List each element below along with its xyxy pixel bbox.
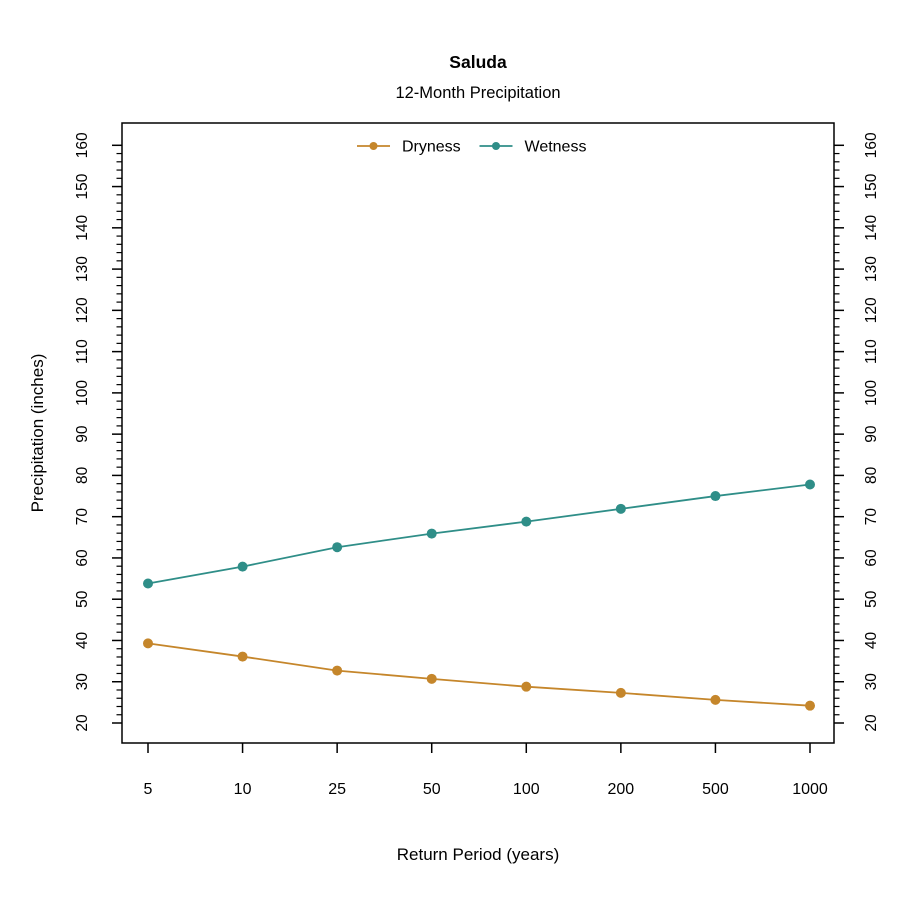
data-point-wetness [710, 491, 721, 502]
chart-subtitle: 12-Month Precipitation [395, 84, 561, 102]
data-point-wetness [615, 503, 626, 514]
data-point-dryness [710, 694, 721, 705]
y-tick-label-right: 70 [863, 508, 880, 526]
legend-marker-dryness [369, 142, 378, 150]
data-point-dryness [332, 665, 343, 676]
data-point-wetness [805, 479, 815, 490]
y-tick-label-left: 40 [74, 631, 91, 649]
x-tick-label: 5 [144, 781, 153, 798]
data-point-dryness [237, 651, 248, 662]
y-tick-label-right: 50 [863, 590, 880, 608]
y-tick-label-left: 110 [74, 339, 91, 364]
y-tick-label-left: 140 [74, 215, 91, 241]
y-tick-label-left: 120 [74, 297, 91, 323]
x-tick-label: 25 [328, 781, 346, 798]
x-tick-label: 500 [702, 781, 729, 798]
legend-label-dryness: Dryness [402, 139, 461, 156]
x-tick-label: 50 [423, 781, 441, 798]
y-tick-label-left: 130 [74, 256, 91, 282]
data-point-dryness [805, 700, 815, 711]
data-point-wetness [237, 561, 248, 572]
y-tick-label-right: 120 [863, 297, 880, 323]
y-tick-label-right: 90 [863, 425, 880, 443]
series-line-dryness [147, 642, 811, 707]
y-tick-label-right: 100 [863, 380, 880, 406]
y-tick-label-left: 100 [74, 380, 91, 406]
y-tick-label-right: 40 [863, 631, 880, 649]
legend-marker-wetness [492, 142, 500, 150]
data-point-dryness [426, 673, 437, 684]
plot-box [121, 122, 835, 744]
data-point-wetness [426, 528, 437, 539]
data-point-wetness [143, 578, 153, 589]
x-tick-label: 200 [608, 781, 635, 798]
legend-label-wetness: Wetness [525, 139, 587, 156]
x-tick-label: 1000 [792, 781, 828, 798]
data-point-dryness [521, 681, 532, 692]
y-tick-label-left: 80 [74, 466, 91, 484]
data-point-wetness [332, 542, 343, 553]
y-tick-label-left: 150 [74, 173, 91, 199]
y-tick-label-right: 160 [863, 132, 880, 158]
y-tick-label-left: 30 [74, 673, 91, 691]
y-tick-label-right: 150 [863, 173, 880, 199]
chart-title: Saluda [449, 52, 507, 72]
x-axis-title: Return Period (years) [396, 845, 560, 864]
x-tick-label: 100 [513, 781, 540, 798]
x-tick-label: 10 [234, 781, 252, 798]
y-tick-label-left: 50 [74, 590, 91, 608]
y-tick-label-left: 90 [74, 425, 91, 443]
y-tick-label-right: 30 [863, 673, 880, 691]
y-tick-label-right: 140 [863, 215, 880, 241]
y-tick-label-left: 160 [74, 132, 91, 158]
data-point-dryness [615, 687, 626, 698]
y-tick-label-left: 60 [74, 549, 91, 567]
y-tick-label-right: 80 [863, 466, 880, 484]
y-tick-label-right: 130 [863, 256, 880, 282]
y-tick-label-right: 110 [863, 339, 880, 364]
data-point-wetness [521, 516, 532, 527]
y-tick-label-right: 20 [863, 714, 880, 732]
data-point-dryness [143, 638, 153, 649]
y-tick-label-left: 70 [74, 508, 91, 526]
series-line-wetness [147, 483, 811, 585]
y-tick-label-right: 60 [863, 549, 880, 567]
y-tick-label-left: 20 [74, 714, 91, 732]
